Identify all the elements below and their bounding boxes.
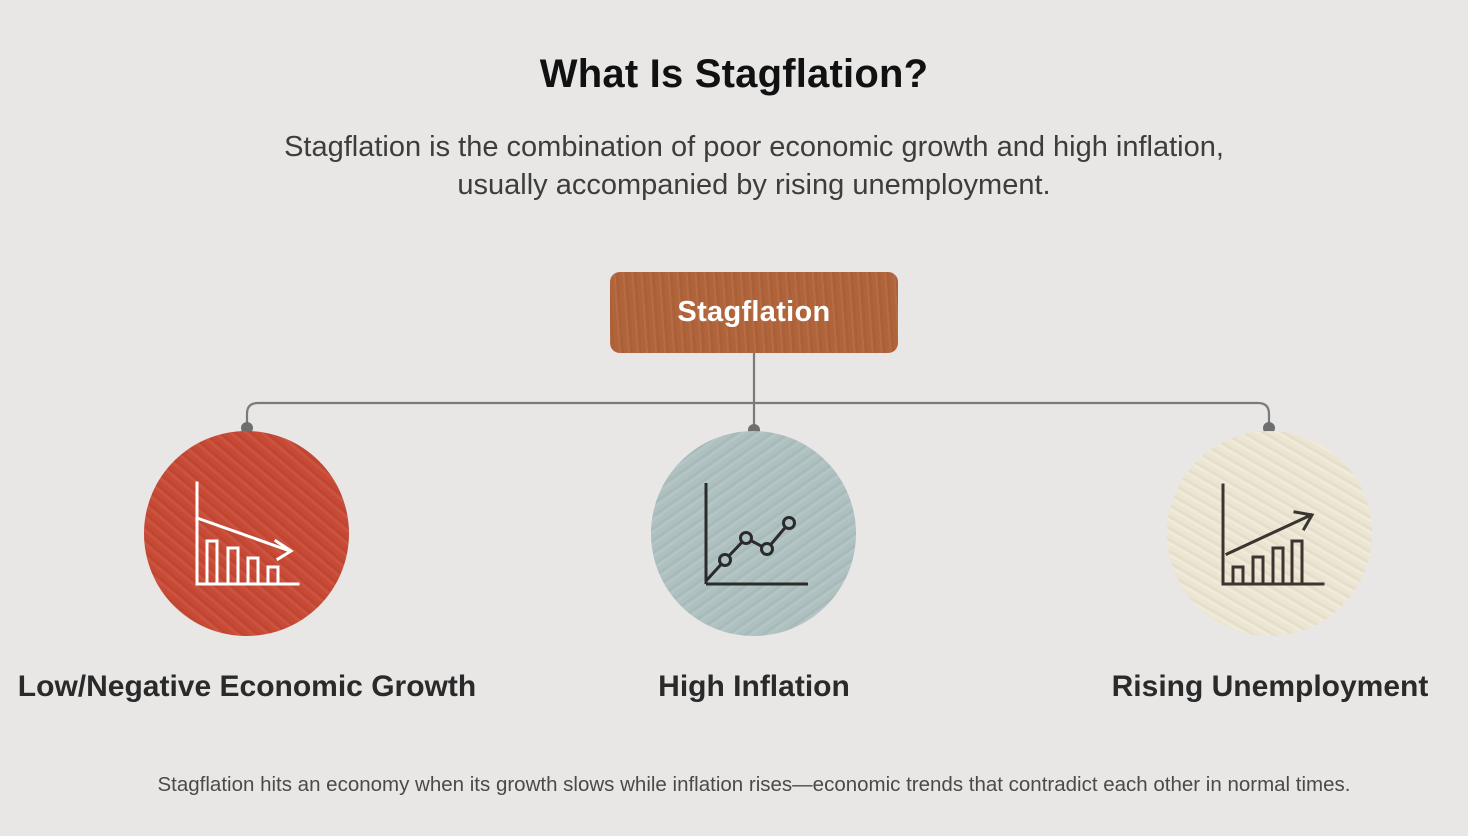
declining-bar-chart-icon <box>195 481 300 586</box>
subtitle-line-2: usually accompanied by rising unemployme… <box>457 169 1051 201</box>
subtitle-line-1: Stagflation is the combination of poor e… <box>284 131 1224 163</box>
rising-bar-chart-icon <box>1221 483 1325 586</box>
diagram-title: What Is Stagflation? <box>539 52 929 96</box>
node-label-low-growth: Low/Negative Economic Growth <box>17 670 477 703</box>
root-node-stagflation: Stagflation <box>610 272 898 353</box>
node-circle-high-inflation <box>651 431 856 636</box>
branch-line <box>245 401 1271 428</box>
diagram-subtitle: Stagflation is the combination of poor e… <box>234 128 1274 204</box>
rising-line-chart-icon <box>704 483 808 586</box>
node-label-rising-unemployment: Rising Unemployment <box>1111 670 1429 703</box>
node-circle-rising-unemployment <box>1167 431 1372 636</box>
node-circle-low-growth <box>144 431 349 636</box>
footnote: Stagflation hits an economy when its gro… <box>157 773 1351 796</box>
node-label-high-inflation: High Inflation <box>658 670 850 703</box>
root-node-label: Stagflation <box>677 296 831 328</box>
